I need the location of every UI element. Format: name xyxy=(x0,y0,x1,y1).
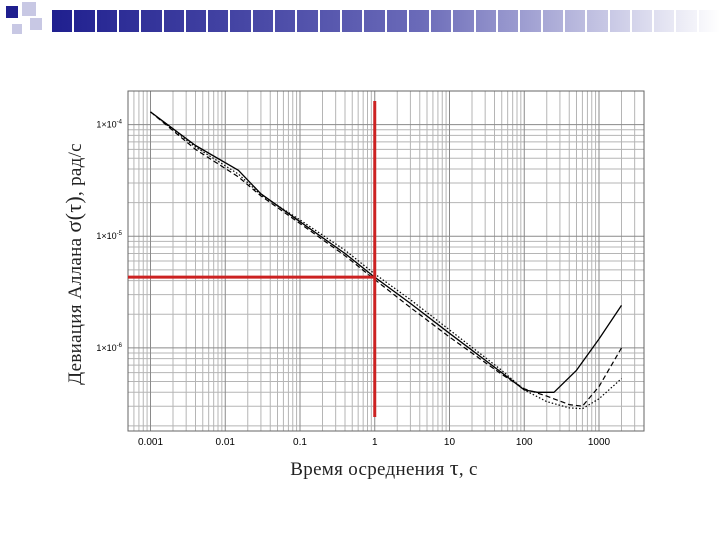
header-corner-square xyxy=(30,18,42,30)
header-stripe-divider xyxy=(339,10,342,32)
header-stripe-divider xyxy=(116,10,119,32)
header-stripe-divider xyxy=(451,10,454,32)
header-stripe-divider xyxy=(228,10,231,32)
header-stripe-divider xyxy=(629,10,632,32)
header-stripe-divider xyxy=(206,10,209,32)
x-tick-label: 0.1 xyxy=(293,437,307,448)
header-stripe-divider xyxy=(362,10,365,32)
x-tick-label: 1000 xyxy=(588,437,611,448)
header-stripe-divider xyxy=(518,10,521,32)
x-tick-label: 1 xyxy=(372,437,378,448)
header-stripe-divider xyxy=(473,10,476,32)
header-stripe-divider xyxy=(72,10,75,32)
header-corner-square xyxy=(22,2,36,16)
annotation-layer xyxy=(128,101,377,417)
plot-frame xyxy=(127,90,645,432)
header-stripe-divider xyxy=(696,10,699,32)
y-axis-label-prefix: Девиация Аллана xyxy=(65,232,86,385)
slide-header-bar xyxy=(0,0,720,48)
header-stripe-divider xyxy=(429,10,432,32)
x-axis-label: Время осреднения τ, с xyxy=(290,455,477,481)
header-stripe-divider xyxy=(406,10,409,32)
header-corner-square xyxy=(12,24,22,34)
series-line-dotted xyxy=(150,111,622,410)
header-stripe-divider xyxy=(562,10,565,32)
y-axis-label-symbol: σ(τ) xyxy=(61,196,86,233)
y-axis-label: Девиация Аллана σ(τ), рад/с xyxy=(61,143,87,385)
x-tick-label: 0.001 xyxy=(138,437,163,448)
minor-grid xyxy=(127,90,645,431)
header-stripe-divider xyxy=(585,10,588,32)
header-stripe-divider xyxy=(317,10,320,32)
y-tick-labels: 1×10-4 1×10-5 1×10-6 xyxy=(96,120,122,353)
header-stripe-divider xyxy=(94,10,97,32)
header-stripe-divider xyxy=(540,10,543,32)
series-line-dashed xyxy=(150,111,623,407)
x-axis-label-prefix: Время осреднения xyxy=(290,459,450,480)
x-tick-label: 100 xyxy=(516,437,533,448)
header-stripe-divider xyxy=(50,10,52,32)
header-corner-square xyxy=(6,6,18,18)
x-tick-label: 10 xyxy=(444,437,456,448)
header-stripe-divider xyxy=(652,10,655,32)
y-axis-label-suffix: , рад/с xyxy=(65,143,86,197)
header-stripe-divider xyxy=(496,10,498,32)
header-stripe-divider xyxy=(161,10,164,32)
series-line-solid xyxy=(150,111,623,393)
y-tick-label: 1×10-6 xyxy=(96,343,122,353)
x-tick-label: 0.01 xyxy=(216,437,236,448)
header-stripe-divider xyxy=(183,10,186,32)
header-stripe-divider xyxy=(250,10,253,32)
header-stripe-divider xyxy=(295,10,298,32)
x-axis-label-symbol: τ xyxy=(449,455,459,480)
y-tick-label: 1×10-5 xyxy=(96,231,122,241)
major-grid xyxy=(128,91,644,431)
header-stripe-divider xyxy=(607,10,610,32)
series-layer xyxy=(150,111,623,410)
x-tick-labels: 0.001 0.01 0.1 1 10 100 1000 xyxy=(138,437,611,448)
header-stripe-divider xyxy=(384,10,387,32)
header-stripe-divider xyxy=(273,10,275,32)
header-stripe-divider xyxy=(139,10,142,32)
x-axis-label-suffix: , с xyxy=(458,459,478,480)
header-stripe-divider xyxy=(674,10,677,32)
y-tick-label: 1×10-4 xyxy=(96,120,122,130)
